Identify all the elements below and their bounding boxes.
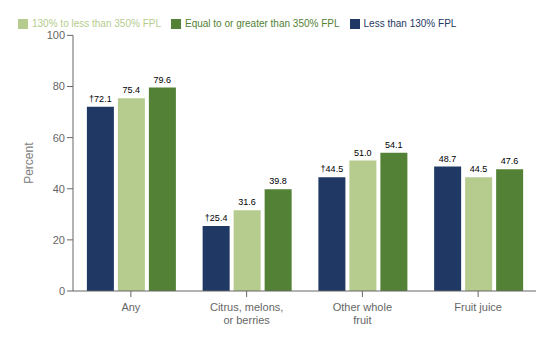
svg-text:47.6: 47.6 — [501, 156, 519, 166]
svg-text:54.1: 54.1 — [385, 140, 403, 150]
html-text:Less than 130% FPL: Less than 130% FPL — [363, 18, 457, 29]
html-text:130% to less than 350% FPL: 130% to less than 350% FPL — [32, 18, 161, 29]
svg-text:†72.1: †72.1 — [89, 94, 112, 104]
svg-text:39.8: 39.8 — [269, 176, 287, 186]
svg-text:†44.5: †44.5 — [321, 164, 344, 174]
svg-text:20: 20 — [53, 234, 65, 246]
svg-text:100: 100 — [47, 29, 65, 41]
svg-text:Fruit juice: Fruit juice — [454, 301, 502, 313]
svg-text:48.7: 48.7 — [439, 154, 457, 164]
svg-text:80: 80 — [53, 80, 65, 92]
svg-text:Any: Any — [121, 301, 140, 313]
svg-text:†25.4: †25.4 — [205, 213, 228, 223]
svg-text:31.6: 31.6 — [238, 197, 256, 207]
svg-text:40: 40 — [53, 183, 65, 195]
html-text:Equal to or greater than 350%: Equal to or greater than 350% FPL — [185, 18, 340, 29]
svg-text:51.0: 51.0 — [354, 148, 372, 158]
svg-text:60: 60 — [53, 132, 65, 144]
svg-text:75.4: 75.4 — [123, 85, 141, 95]
svg-text:Other wholefruit: Other wholefruit — [333, 301, 392, 326]
svg-text:44.5: 44.5 — [470, 164, 488, 174]
svg-text:Citrus, melons,or berries: Citrus, melons,or berries — [210, 301, 283, 326]
svg-text:79.6: 79.6 — [154, 75, 172, 85]
svg-text:Percent: Percent — [22, 142, 36, 184]
svg-text:0: 0 — [59, 285, 65, 297]
